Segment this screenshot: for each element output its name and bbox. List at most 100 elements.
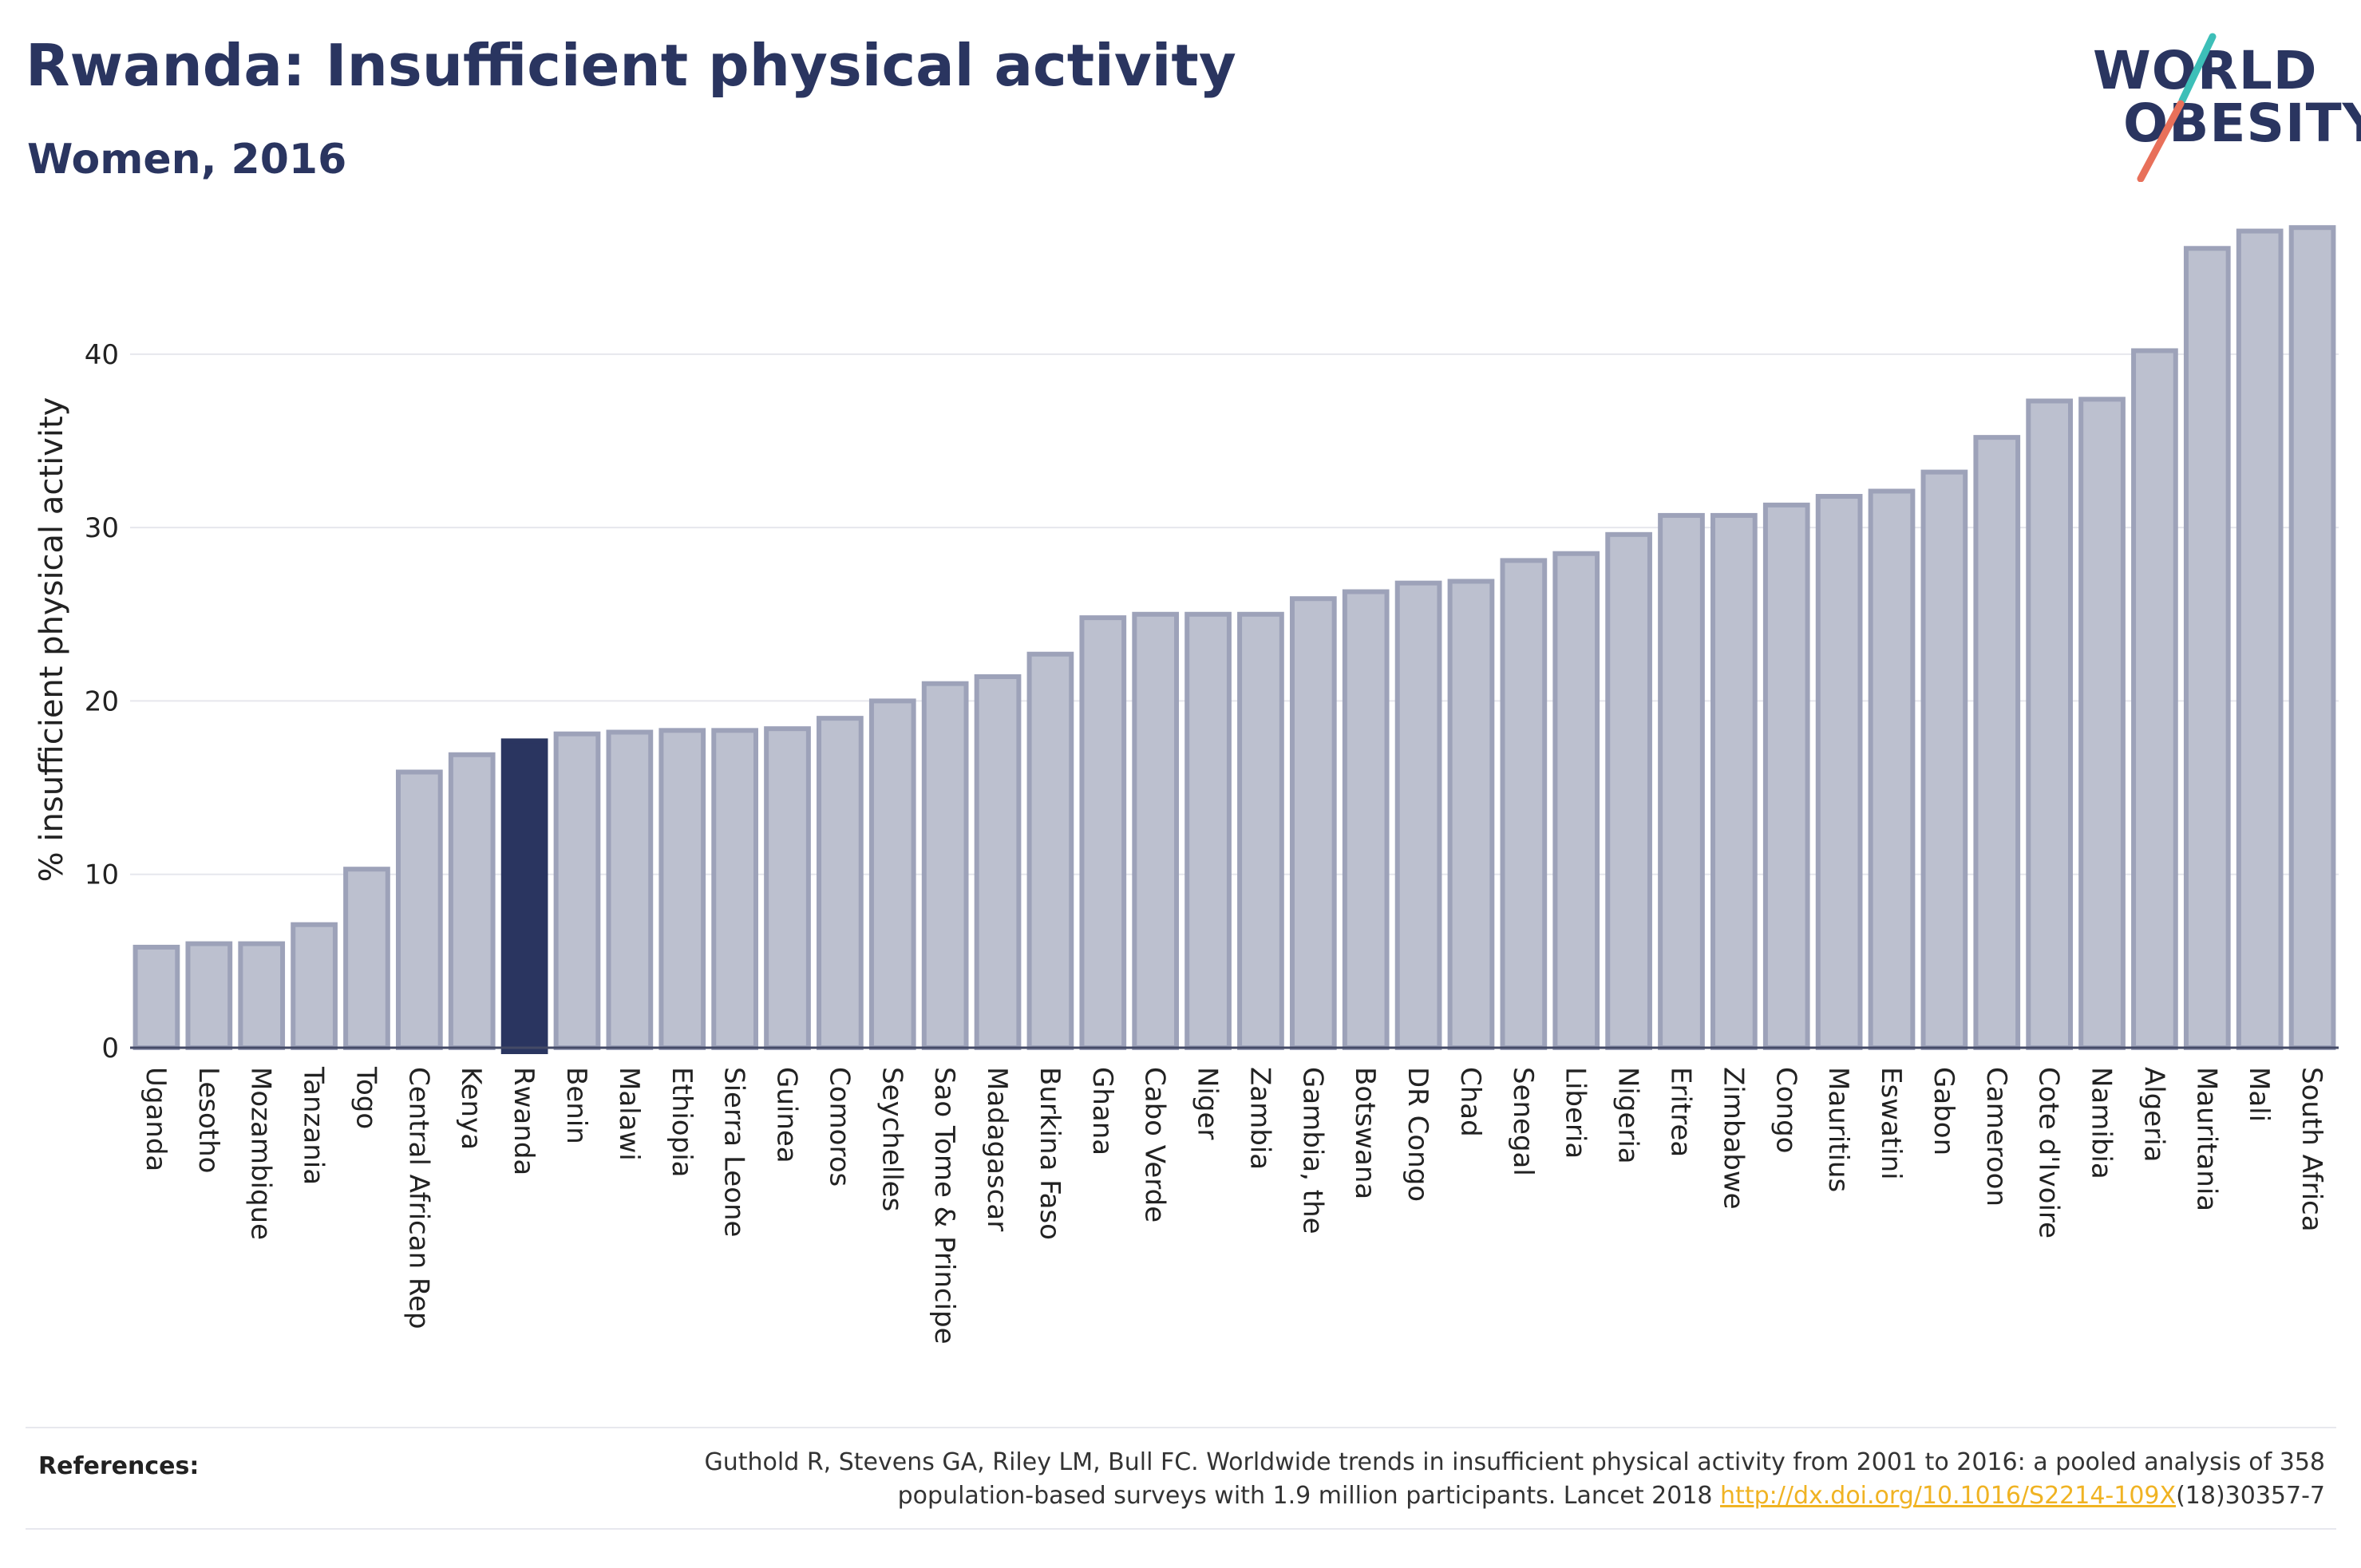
x-tick-label: Mauritius [1822, 1067, 1854, 1192]
x-tick-label: Mauritania [2190, 1067, 2222, 1211]
x-tick-label: Eswatini [1875, 1067, 1907, 1180]
bar [2236, 228, 2284, 1050]
bar-chart: 0 10 20 30 40 % insufficient physical activit… [34, 225, 2339, 1345]
bar [132, 944, 180, 1050]
bar [1605, 531, 1652, 1050]
bar [1552, 551, 1600, 1050]
bar [1079, 615, 1127, 1050]
bar [921, 681, 969, 1050]
bar [1920, 469, 1968, 1050]
x-tick-label: Liberia [1560, 1067, 1592, 1159]
x-tick-label: Gabon [1928, 1067, 1960, 1155]
y-axis-title: % insufficient physical activity [34, 397, 70, 883]
bar [711, 728, 758, 1050]
bar [1184, 611, 1232, 1050]
x-tick-label: Sao Tome & Principe [928, 1067, 960, 1345]
y-tick-label: 10 [85, 859, 119, 891]
x-tick-label: Eritrea [1664, 1067, 1696, 1157]
y-tick-label: 0 [101, 1033, 119, 1064]
bar [2078, 397, 2126, 1050]
x-tick-label: Mozambique [245, 1067, 277, 1240]
bar [185, 941, 233, 1050]
reference-line1: Guthold R, Stevens GA, Riley LM, Bull FC… [704, 1448, 2325, 1476]
bar [1289, 596, 1337, 1050]
references-section: References: Guthold R, Stevens GA, Riley… [26, 1427, 2336, 1530]
bar [1342, 589, 1390, 1050]
bar [291, 922, 338, 1050]
x-tick-label: Chad [1454, 1067, 1486, 1137]
x-tick-label: Uganda [140, 1067, 172, 1171]
bar [2183, 246, 2231, 1051]
x-tick-label: Malawi [613, 1067, 645, 1161]
reference-line2-prefix: population-based surveys with 1.9 millio… [897, 1482, 1721, 1510]
x-tick-label: Burkina Faso [1034, 1067, 1066, 1240]
x-tick-label: Lesotho [192, 1067, 224, 1173]
x-tick-label: Rwanda [508, 1067, 540, 1175]
x-tick-label: Cote d'Ivoire [2033, 1067, 2065, 1238]
world-obesity-logo: WORLD OBESITY [2083, 33, 2361, 182]
bar [238, 941, 286, 1050]
x-tick-label: Nigeria [1612, 1067, 1644, 1164]
x-tick-label: Guinea [771, 1067, 803, 1163]
x-tick-label: Zambia [1244, 1067, 1275, 1170]
chart-subtitle: Women, 2016 [27, 136, 347, 184]
bar-highlight [500, 738, 548, 1054]
x-tick-label: Ghana [1086, 1067, 1118, 1155]
bar [395, 769, 443, 1050]
bar [868, 698, 916, 1051]
bar [343, 867, 390, 1050]
reference-doi-link[interactable]: http://dx.doi.org/10.1016/S2214-109X [1720, 1482, 2177, 1510]
bar [553, 731, 601, 1050]
x-tick-label: Cameroon [1980, 1067, 2012, 1207]
bar [2288, 225, 2336, 1050]
bar [1658, 512, 1705, 1050]
x-tick-label: Togo [350, 1066, 382, 1129]
y-tick-label: 20 [85, 685, 119, 717]
x-tick-label: Botswana [1349, 1067, 1381, 1199]
x-tick-label: South Africa [2296, 1067, 2327, 1232]
x-tick-label: Niger [1192, 1067, 1224, 1139]
x-tick-label: Senegal [1507, 1067, 1539, 1176]
bar [817, 716, 864, 1050]
bar [764, 726, 811, 1051]
x-tick-label: Tanzania [298, 1066, 330, 1185]
x-tick-label: Seychelles [876, 1067, 908, 1211]
x-tick-label: Central African Rep [402, 1067, 434, 1329]
bar [1868, 488, 1916, 1050]
bar [1237, 611, 1284, 1050]
x-tick-label: Congo [1770, 1067, 1801, 1153]
bar [2026, 398, 2074, 1050]
x-tick-label: Algeria [2138, 1067, 2169, 1162]
bar [974, 673, 1022, 1051]
references-text: Guthold R, Stevens GA, Riley LM, Bull FC… [489, 1446, 2325, 1513]
bar [1132, 611, 1180, 1050]
x-tick-label: DR Congo [1402, 1067, 1434, 1202]
x-tick-label: Gambia, the [1296, 1067, 1328, 1234]
bar [1394, 580, 1442, 1050]
bar [1026, 651, 1074, 1050]
bar [1973, 435, 2021, 1050]
x-tick-label: Ethiopia [666, 1067, 698, 1177]
logo-slash-icon [2137, 33, 2217, 182]
reference-line2-suffix: (18)30357-7 [2176, 1482, 2325, 1510]
bar [1710, 512, 1758, 1050]
x-tick-label: Mali [2243, 1067, 2275, 1122]
x-tick-label: Madagascar [981, 1067, 1013, 1231]
x-tick-label: Namibia [2086, 1067, 2118, 1179]
y-tick-label: 30 [85, 512, 119, 544]
x-tick-label: Benin [560, 1067, 592, 1144]
references-label: References: [38, 1452, 200, 1480]
bar [448, 752, 496, 1051]
x-tick-label: Cabo Verde [1139, 1067, 1171, 1222]
x-tick-label: Kenya [455, 1067, 487, 1150]
bar [1500, 558, 1548, 1050]
bar [1815, 494, 1863, 1050]
x-tick-label: Comoros [823, 1067, 855, 1187]
x-tick-label: Sierra Leone [718, 1067, 750, 1237]
chart-title: Rwanda: Insufficient physical activity [26, 32, 1236, 99]
y-tick-label: 40 [85, 339, 119, 371]
bar [606, 729, 654, 1050]
bar [1762, 502, 1810, 1050]
bar [2131, 348, 2178, 1050]
bar [658, 728, 706, 1050]
